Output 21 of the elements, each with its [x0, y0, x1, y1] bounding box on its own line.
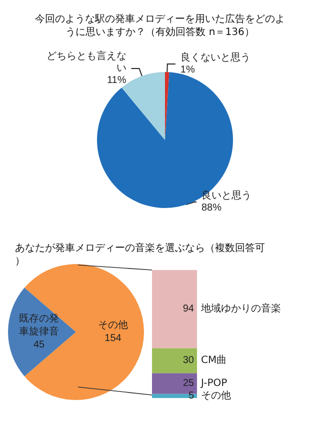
slice-label: どちらとも言えない	[46, 50, 126, 74]
slice-label: 良くないと思う	[180, 52, 250, 64]
data-label: 30	[182, 355, 194, 366]
series-label: CM曲	[201, 354, 227, 366]
data-label: 154	[104, 333, 122, 344]
bar	[152, 348, 197, 374]
data-label: 94	[182, 304, 194, 315]
chart-title: 今回のような駅の発車メロディーを用いた広告をどのように思いますか？（有効回答数 n＝136）	[35, 13, 285, 38]
data-label: 88%	[201, 202, 222, 214]
chart-title: あなたが発車メロディーの音楽を選ぶなら（複数回答可）	[15, 242, 265, 267]
series-label: その他	[201, 389, 231, 402]
slice-label: 既存の発車旋律音	[19, 312, 59, 338]
slice-label: その他	[98, 319, 128, 331]
data-label: 25	[182, 378, 194, 389]
slice-label: 良いと思う	[201, 190, 252, 202]
data-label: 11%	[106, 74, 126, 86]
series-label: 地域ゆかりの音楽	[200, 302, 281, 315]
series-label: J-POP	[200, 378, 228, 389]
data-label: 45	[33, 340, 45, 350]
data-label: 1%	[180, 64, 195, 76]
bar	[152, 270, 197, 348]
